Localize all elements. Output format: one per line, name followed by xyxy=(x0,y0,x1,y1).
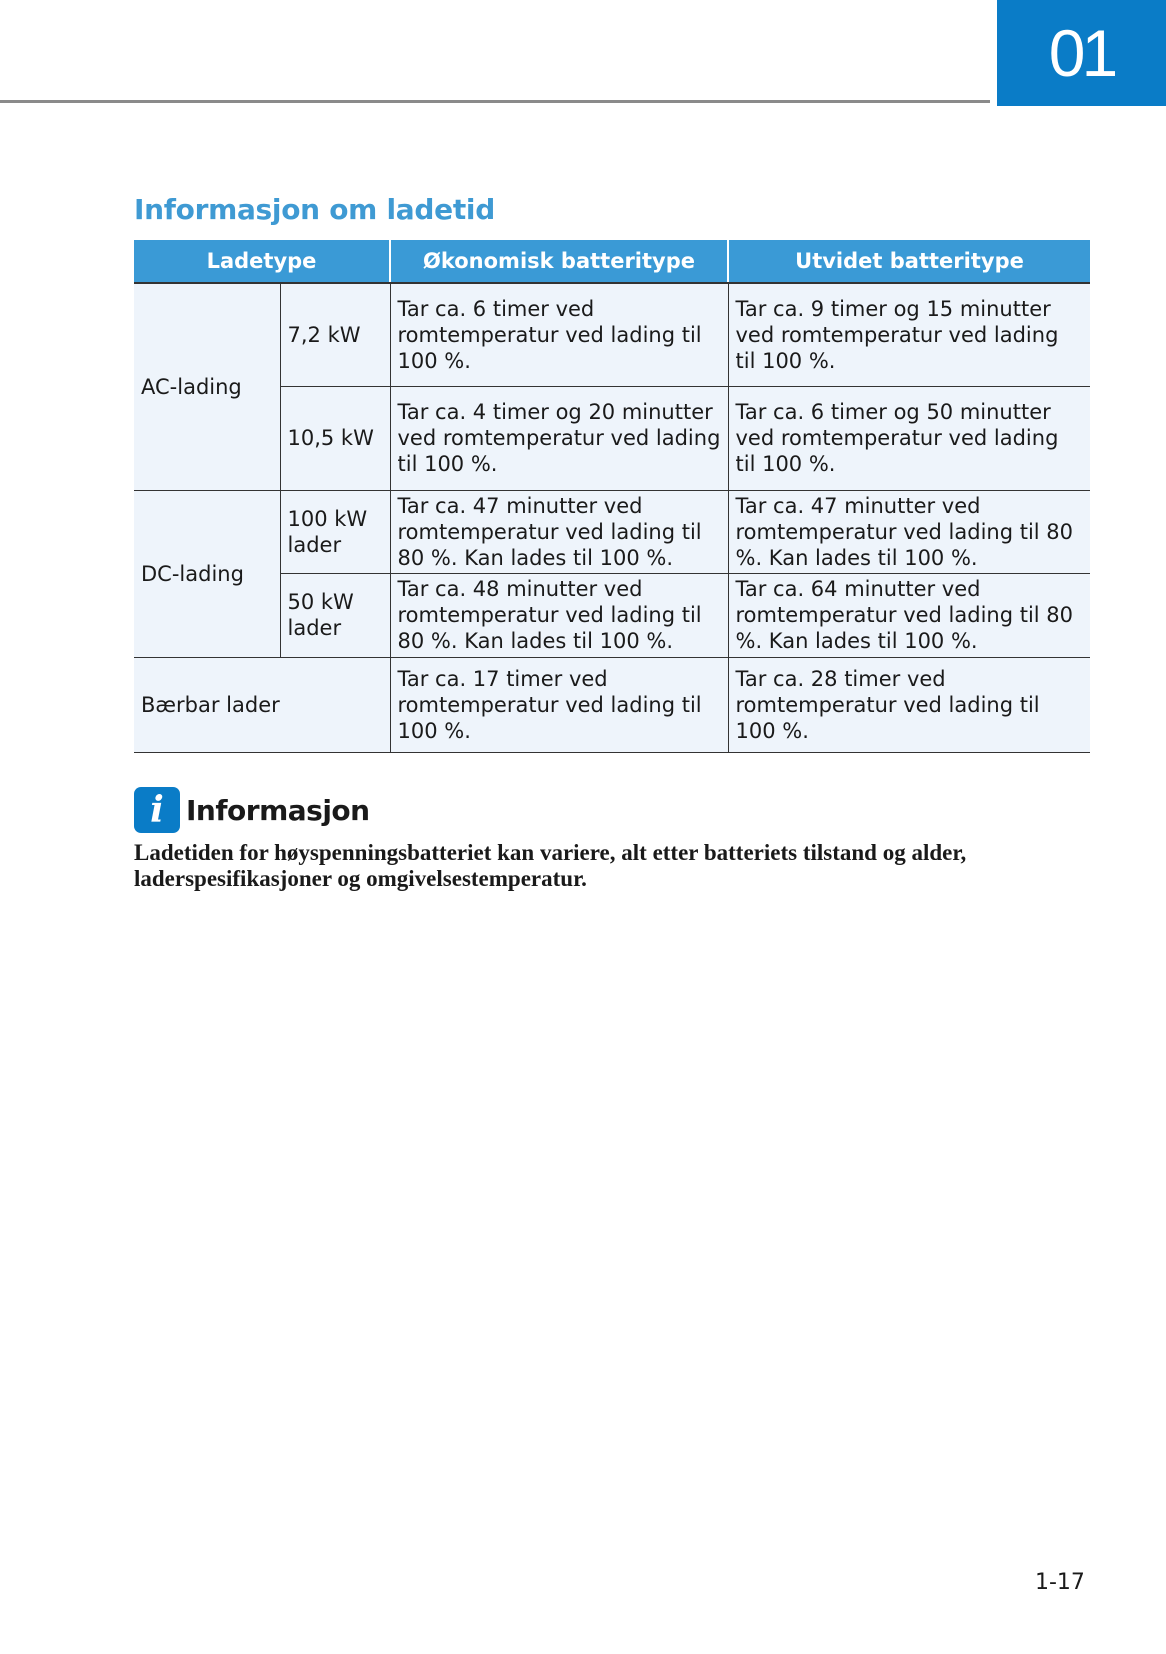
type-cell: Bærbar lader xyxy=(134,656,391,753)
eco-cell: Tar ca. 47 minutter ved romtemperatur ve… xyxy=(389,489,729,574)
charging-time-table: Ladetype Økonomisk batteritype Utvidet b… xyxy=(134,240,1090,753)
ext-cell: Tar ca. 9 timer og 15 minutter ved romte… xyxy=(727,282,1090,387)
table-header-row: Ladetype Økonomisk batteritype Utvidet b… xyxy=(134,240,1090,284)
power-cell: 7,2 kW xyxy=(279,282,391,387)
table-row: 10,5 kW Tar ca. 4 timer og 20 minutter v… xyxy=(134,385,1090,491)
info-text: Ladetiden for høyspenningsbatteriet kan … xyxy=(134,840,967,891)
ext-cell: Tar ca. 28 timer ved romtemperatur ved l… xyxy=(727,656,1090,753)
eco-cell: Tar ca. 4 timer og 20 minutter ved romte… xyxy=(389,385,729,491)
header-rule xyxy=(0,100,990,103)
header-ladetype: Ladetype xyxy=(134,240,390,284)
type-cell: DC-lading xyxy=(134,489,281,658)
eco-cell: Tar ca. 17 timer ved romtemperatur ved l… xyxy=(389,656,729,753)
table-row: Bærbar lader Tar ca. 17 timer ved romtem… xyxy=(134,656,1090,753)
chapter-tab: 01 xyxy=(997,0,1166,106)
table-row: AC-lading 7,2 kW Tar ca. 6 timer ved rom… xyxy=(134,282,1090,491)
eco-cell: Tar ca. 6 timer ved romtemperatur ved la… xyxy=(389,282,729,387)
power-cell: 100 kW lader xyxy=(279,489,391,574)
table-row: DC-lading 100 kW lader Tar ca. 47 minutt… xyxy=(134,489,1090,658)
power-cell: 10,5 kW xyxy=(280,385,391,491)
header-eco: Økonomisk batteritype xyxy=(389,240,728,284)
ext-cell: Tar ca. 64 minutter ved romtemperatur ve… xyxy=(727,572,1090,658)
ext-cell: Tar ca. 6 timer og 50 minutter ved romte… xyxy=(727,385,1090,491)
table-row: 50 kW lader Tar ca. 48 minutter ved romt… xyxy=(134,572,1090,658)
info-heading: Informasjon xyxy=(186,793,370,827)
info-heading-block: i Informasjon xyxy=(134,787,370,833)
section-title: Informasjon om ladetid xyxy=(134,193,495,226)
type-cell: AC-lading xyxy=(134,282,281,491)
eco-cell: Tar ca. 48 minutter ved romtemperatur ve… xyxy=(389,572,729,658)
ext-cell: Tar ca. 47 minutter ved romtemperatur ve… xyxy=(727,489,1090,574)
page-number: 1-17 xyxy=(1035,1570,1085,1595)
info-icon: i xyxy=(134,787,180,833)
header-ext: Utvidet batteritype xyxy=(727,240,1090,284)
power-cell: 50 kW lader xyxy=(280,572,391,658)
